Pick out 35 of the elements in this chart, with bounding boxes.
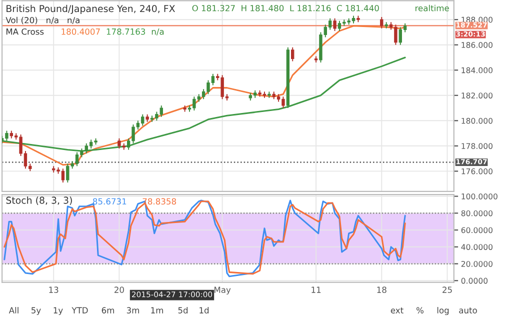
text: % (416, 307, 424, 314)
text: 1m (151, 307, 163, 314)
annotation: Vol (20) n/a n/a (6, 16, 80, 24)
candlestick (380, 16, 384, 29)
x-tick-label: May (214, 286, 231, 295)
text: 6m (102, 307, 114, 314)
annotation: MA Cross (6, 28, 44, 35)
text: auto (459, 307, 477, 314)
candlestick (333, 18, 336, 32)
text: 3m (126, 307, 139, 314)
candlestick (291, 46, 294, 62)
chart-title: Stoch (8, 3, 3) (6, 196, 72, 205)
x-tick-label: 13 (49, 286, 58, 293)
text: 180.4007 (62, 28, 100, 35)
chart-title: British Pound/Japanese Yen, 240, FX (6, 4, 175, 14)
series-label: 78.8358 (142, 198, 176, 205)
text: ext (390, 307, 404, 314)
series-label: 85.6731 (92, 198, 126, 205)
x-tick-label: 25 (442, 286, 452, 293)
x-tick-label: 20 (114, 286, 124, 293)
x-tick-label: 18 (377, 286, 386, 293)
text: YTD (72, 307, 88, 314)
x-tick-label: 11 (312, 286, 321, 293)
annotation: n/a (152, 28, 164, 36)
text: log (437, 306, 449, 316)
text: 5y (32, 307, 41, 316)
text: 178.7163 (106, 28, 146, 35)
line-series (2, 25, 406, 166)
text: All (8, 306, 18, 314)
chart-subtitle: O 181.327 H 181.480 L 181.216 C 181.440 (192, 4, 379, 12)
annotation: realtime (416, 4, 449, 12)
text: 1y (54, 307, 63, 316)
text: 1d (200, 306, 209, 314)
candlestick (5, 130, 8, 142)
text: 5d (178, 306, 188, 314)
